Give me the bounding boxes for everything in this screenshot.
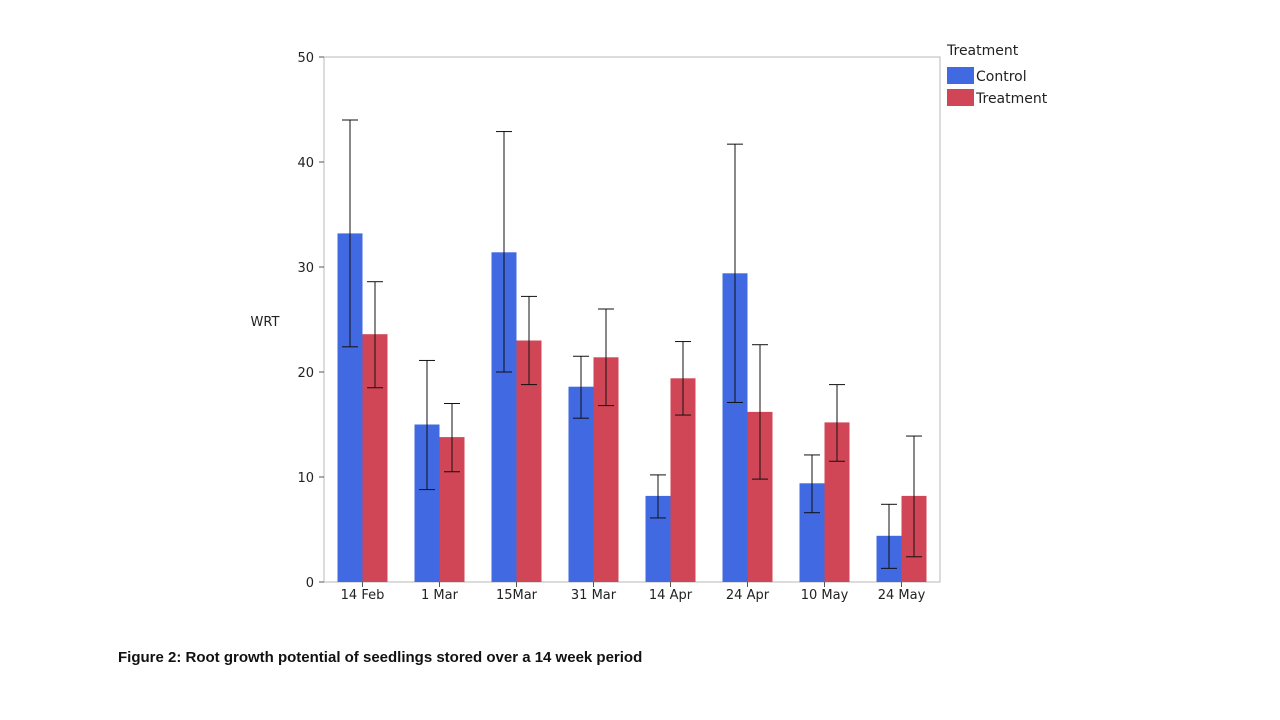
y-tick-label: 0	[306, 576, 314, 591]
error-bar	[598, 308, 614, 407]
error-bar	[573, 355, 589, 419]
bar-control	[568, 386, 594, 582]
error-bar	[727, 143, 743, 403]
legend-label-treatment: Treatment	[975, 91, 1048, 107]
legend-swatch-treatment	[947, 89, 974, 106]
error-bar	[829, 384, 845, 462]
x-tick-label: 24 May	[878, 588, 926, 603]
legend: Treatment Control Treatment	[946, 43, 1048, 107]
x-tick-label: 15Mar	[496, 588, 538, 603]
y-tick-label: 20	[297, 366, 314, 381]
error-bar	[521, 295, 537, 386]
legend-title: Treatment	[946, 43, 1019, 59]
error-bar	[675, 341, 691, 416]
y-axis-label: WRT	[251, 315, 280, 330]
x-tick-label: 10 May	[801, 588, 849, 603]
error-bar	[752, 344, 768, 480]
y-tick-label: 30	[297, 261, 314, 276]
error-bar	[342, 119, 358, 348]
error-bar	[881, 503, 897, 569]
x-tick-label: 1 Mar	[421, 588, 459, 603]
x-tick-label: 24 Apr	[726, 588, 770, 603]
error-bar	[496, 131, 512, 373]
y-tick-label: 40	[297, 156, 314, 171]
figure-caption: Figure 2: Root growth potential of seedl…	[118, 649, 643, 666]
x-tick-label: 14 Feb	[341, 588, 385, 603]
error-bar	[419, 359, 435, 491]
error-bar	[367, 281, 383, 389]
error-bar	[906, 435, 922, 558]
x-tick-label: 31 Mar	[571, 588, 617, 603]
x-tick-label: 14 Apr	[649, 588, 693, 603]
legend-swatch-control	[947, 67, 974, 84]
y-tick-label: 10	[297, 471, 314, 486]
legend-label-control: Control	[976, 69, 1027, 85]
error-bar	[804, 454, 820, 514]
y-tick-label: 50	[297, 51, 314, 66]
error-bar	[444, 403, 460, 473]
error-bar	[650, 474, 666, 519]
